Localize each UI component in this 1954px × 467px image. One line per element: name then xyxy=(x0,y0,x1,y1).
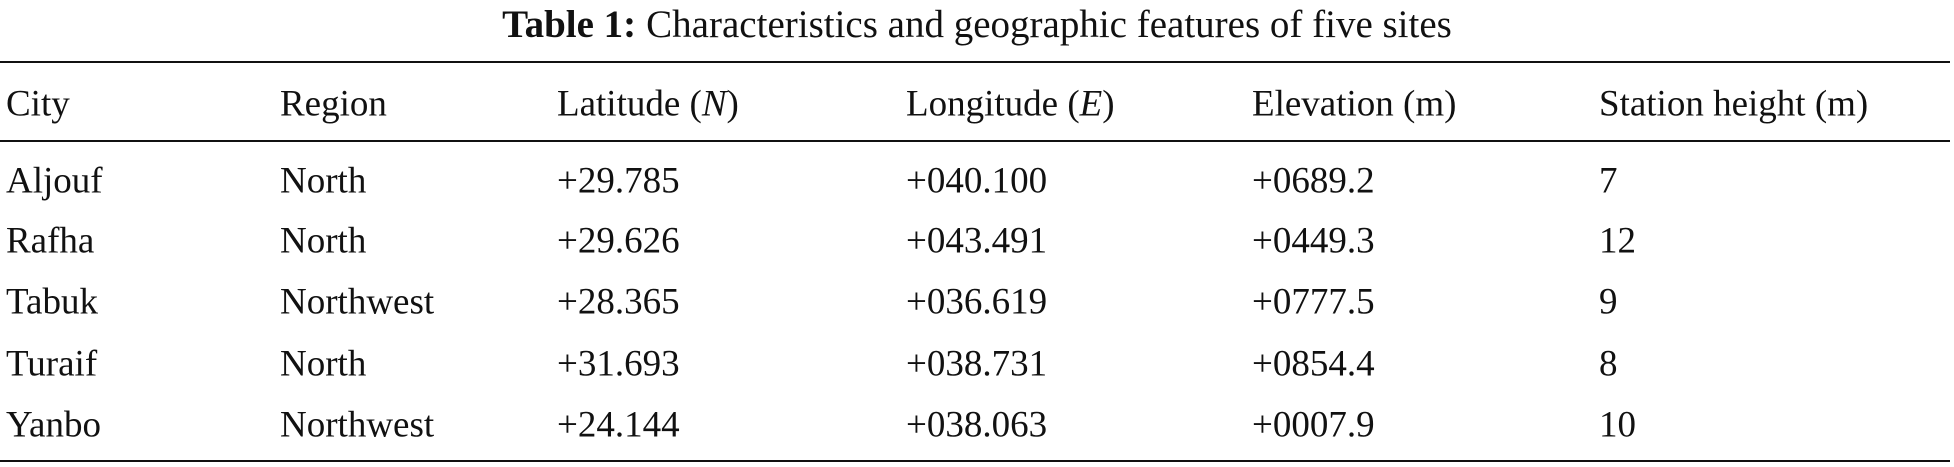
table-cell: +038.063 xyxy=(906,404,1048,446)
table-cell: 7 xyxy=(1599,160,1618,202)
table-cell: +29.626 xyxy=(557,220,680,262)
table-cell: 12 xyxy=(1599,220,1636,262)
table-cell: Yanbo xyxy=(6,404,101,446)
header-text: E xyxy=(1079,83,1103,125)
table-cell: +31.693 xyxy=(557,343,680,385)
table-cell: +0689.2 xyxy=(1252,160,1375,202)
header-text: ) xyxy=(1102,83,1115,125)
table-cell: +036.619 xyxy=(906,281,1048,323)
header-rule xyxy=(0,140,1950,142)
table-cell: +038.731 xyxy=(906,343,1048,385)
header-cell: Region xyxy=(280,83,387,125)
table-cell: +28.365 xyxy=(557,281,680,323)
table-cell: +043.491 xyxy=(906,220,1048,262)
caption-label: Table 1: xyxy=(502,3,637,46)
header-text: Latitude ( xyxy=(557,83,702,125)
table-cell: Northwest xyxy=(280,281,435,323)
table-cell: North xyxy=(280,160,367,202)
table-cell: 9 xyxy=(1599,281,1618,323)
caption-text: Characteristics and geographic features … xyxy=(646,3,1452,46)
table-cell: +0449.3 xyxy=(1252,220,1375,262)
table-cell: +24.144 xyxy=(557,404,680,446)
header-cell: Elevation (m) xyxy=(1252,83,1457,125)
header-text: ) xyxy=(726,83,739,125)
table-cell: +0854.4 xyxy=(1252,343,1375,385)
header-cell: Station height (m) xyxy=(1599,83,1869,125)
table-cell: +040.100 xyxy=(906,160,1048,202)
table-cell: Tabuk xyxy=(6,281,98,323)
table-cell: Rafha xyxy=(6,220,95,262)
table-caption: Table 1: Characteristics and geographic f… xyxy=(0,2,1954,47)
header-text: N xyxy=(701,83,727,125)
header-cell: City xyxy=(6,83,70,125)
table-cell: 10 xyxy=(1599,404,1636,446)
table-cell: +0777.5 xyxy=(1252,281,1375,323)
header-cell: Latitude (N) xyxy=(557,83,739,126)
table-cell: North xyxy=(280,343,367,385)
table-cell: North xyxy=(280,220,367,262)
table-cell: +0007.9 xyxy=(1252,404,1375,446)
bottom-rule xyxy=(0,460,1950,462)
top-rule xyxy=(0,61,1950,63)
table-cell: +29.785 xyxy=(557,160,680,202)
table-cell: Northwest xyxy=(280,404,435,446)
table-cell: Turaif xyxy=(6,343,98,385)
table-cell: Aljouf xyxy=(6,160,103,202)
header-text: Longitude ( xyxy=(906,83,1080,125)
header-cell: Longitude (E) xyxy=(906,83,1115,126)
table-cell: 8 xyxy=(1599,343,1618,385)
